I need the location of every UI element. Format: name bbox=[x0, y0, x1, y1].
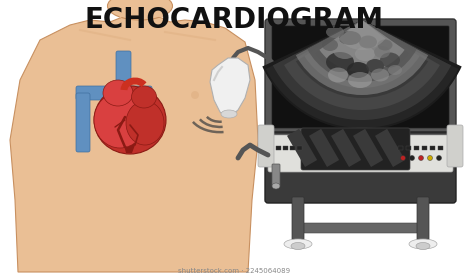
Ellipse shape bbox=[378, 39, 393, 50]
Ellipse shape bbox=[322, 39, 338, 51]
Text: ECHOCARDIOGRAM: ECHOCARDIOGRAM bbox=[84, 6, 384, 34]
Circle shape bbox=[437, 155, 441, 160]
Wedge shape bbox=[332, 20, 392, 58]
Bar bbox=[406, 146, 411, 150]
FancyBboxPatch shape bbox=[345, 128, 379, 138]
Bar bbox=[430, 146, 435, 150]
Ellipse shape bbox=[347, 62, 369, 78]
Ellipse shape bbox=[328, 67, 348, 83]
Ellipse shape bbox=[326, 52, 354, 72]
Polygon shape bbox=[210, 58, 250, 116]
Polygon shape bbox=[118, 4, 165, 18]
Circle shape bbox=[401, 155, 406, 160]
FancyBboxPatch shape bbox=[265, 132, 456, 203]
Ellipse shape bbox=[374, 46, 390, 58]
FancyBboxPatch shape bbox=[265, 19, 456, 135]
Ellipse shape bbox=[355, 47, 375, 61]
FancyBboxPatch shape bbox=[268, 135, 453, 172]
Wedge shape bbox=[266, 20, 458, 128]
Wedge shape bbox=[319, 20, 405, 72]
FancyBboxPatch shape bbox=[76, 86, 122, 100]
FancyBboxPatch shape bbox=[116, 51, 131, 107]
Bar bbox=[422, 146, 427, 150]
Bar bbox=[283, 146, 288, 150]
Wedge shape bbox=[338, 20, 386, 50]
Circle shape bbox=[191, 91, 199, 99]
Ellipse shape bbox=[131, 86, 157, 108]
Polygon shape bbox=[122, 137, 138, 153]
FancyBboxPatch shape bbox=[272, 164, 280, 186]
Polygon shape bbox=[10, 13, 258, 272]
Circle shape bbox=[428, 155, 432, 160]
Ellipse shape bbox=[326, 26, 344, 38]
FancyBboxPatch shape bbox=[417, 197, 429, 246]
FancyBboxPatch shape bbox=[447, 125, 463, 167]
Ellipse shape bbox=[103, 80, 133, 106]
FancyBboxPatch shape bbox=[126, 86, 152, 100]
Wedge shape bbox=[340, 20, 384, 48]
Ellipse shape bbox=[94, 92, 146, 148]
Ellipse shape bbox=[333, 41, 357, 59]
Wedge shape bbox=[323, 20, 401, 68]
Bar bbox=[309, 129, 339, 167]
Wedge shape bbox=[296, 20, 428, 98]
Ellipse shape bbox=[409, 239, 437, 249]
Wedge shape bbox=[307, 20, 417, 82]
FancyBboxPatch shape bbox=[292, 197, 304, 246]
Wedge shape bbox=[315, 20, 409, 78]
Ellipse shape bbox=[416, 242, 430, 249]
Circle shape bbox=[81, 91, 89, 99]
Ellipse shape bbox=[388, 65, 402, 75]
Bar bbox=[297, 146, 302, 150]
Bar bbox=[375, 129, 405, 167]
Ellipse shape bbox=[291, 242, 305, 249]
Wedge shape bbox=[273, 20, 451, 120]
Bar bbox=[398, 146, 403, 150]
Bar bbox=[438, 146, 443, 150]
Ellipse shape bbox=[284, 239, 312, 249]
Circle shape bbox=[418, 155, 424, 160]
Ellipse shape bbox=[348, 72, 372, 88]
Ellipse shape bbox=[339, 31, 361, 45]
Ellipse shape bbox=[366, 59, 384, 73]
FancyBboxPatch shape bbox=[297, 223, 419, 233]
Bar bbox=[331, 129, 361, 167]
Wedge shape bbox=[296, 20, 428, 95]
Bar bbox=[353, 129, 383, 167]
FancyBboxPatch shape bbox=[258, 125, 274, 167]
FancyBboxPatch shape bbox=[272, 26, 449, 128]
Text: shutterstock.com · 2245064089: shutterstock.com · 2245064089 bbox=[178, 268, 290, 274]
Ellipse shape bbox=[272, 183, 280, 189]
Bar bbox=[276, 146, 281, 150]
Ellipse shape bbox=[126, 101, 164, 145]
Bar bbox=[287, 129, 317, 167]
Circle shape bbox=[409, 155, 415, 160]
Ellipse shape bbox=[371, 69, 389, 81]
Wedge shape bbox=[284, 20, 440, 110]
Bar bbox=[414, 146, 419, 150]
Ellipse shape bbox=[380, 53, 400, 67]
Wedge shape bbox=[262, 20, 461, 130]
Ellipse shape bbox=[94, 86, 166, 154]
Wedge shape bbox=[304, 20, 420, 88]
FancyBboxPatch shape bbox=[301, 128, 410, 170]
Ellipse shape bbox=[107, 0, 173, 20]
FancyBboxPatch shape bbox=[76, 93, 90, 152]
Ellipse shape bbox=[359, 36, 377, 48]
Bar bbox=[290, 146, 295, 150]
Ellipse shape bbox=[221, 110, 237, 118]
